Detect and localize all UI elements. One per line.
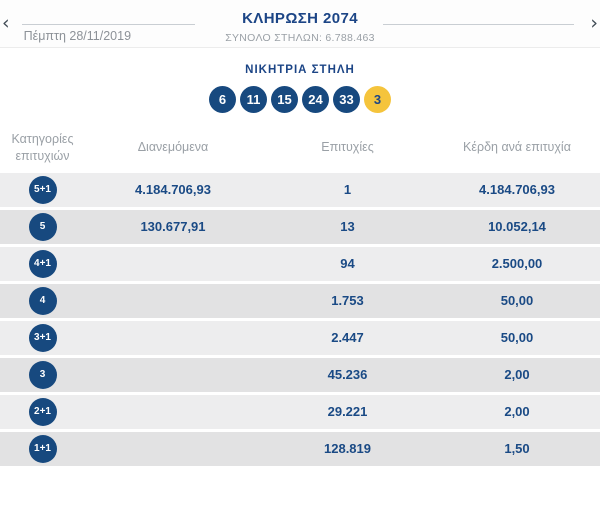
table-row: 3 45.236 2,00 — [0, 357, 600, 392]
winning-number: 11 — [240, 86, 267, 113]
winners-value: 2.447 — [331, 330, 364, 346]
category-badge: 2+1 — [28, 397, 57, 426]
winning-number: 15 — [271, 86, 298, 113]
winners-value: 1.753 — [331, 293, 364, 309]
winners-value: 13 — [340, 219, 355, 235]
table-row: 5 130.677,91 13 10.052,14 — [0, 209, 600, 244]
prize-value: 2,00 — [504, 404, 530, 420]
category-badge: 4 — [28, 286, 57, 315]
prev-draw-block: Πέμπτη 28/11/2019 — [14, 12, 226, 43]
table-body: 5+1 4.184.706,93 1 4.184.706,93 5 130.67… — [0, 172, 600, 466]
draw-title-block: ΚΛΗΡΩΣΗ 2074 ΣΥΝΟΛΟ ΣΤΗΛΩΝ: 6.788.463 — [225, 8, 375, 44]
winners-value: 45.236 — [327, 367, 368, 383]
category-badge: 3 — [28, 360, 57, 389]
winners-value: 29.221 — [327, 404, 368, 420]
table-row: 4 1.753 50,00 — [0, 283, 600, 318]
prize-tier-table: Κατηγορίες επιτυχιών Διανεμόμενα Επιτυχί… — [0, 127, 600, 466]
prize-value: 50,00 — [500, 293, 534, 309]
header-categories: Κατηγορίες επιτυχιών — [11, 132, 74, 163]
winning-numbers: 6 11 15 24 33 3 — [0, 86, 600, 113]
table-row: 3+1 2.447 50,00 — [0, 320, 600, 355]
prize-value: 4.184.706,93 — [479, 182, 555, 198]
prize-value: 1,50 — [504, 441, 530, 457]
table-row: 1+1 128.819 1,50 — [0, 431, 600, 466]
next-draw-divider — [382, 24, 575, 25]
winning-number: 33 — [333, 86, 360, 113]
prize-value: 2.500,00 — [491, 256, 543, 272]
table-row: 5+1 4.184.706,93 1 4.184.706,93 — [0, 172, 600, 207]
prize-value: 50,00 — [500, 330, 534, 346]
distributed-value: 130.677,91 — [140, 219, 206, 235]
header-prize: Κέρδη ανά επιτυχία — [463, 140, 571, 155]
winning-column-label: ΝΙΚΗΤΡΙΑ ΣΤΗΛΗ — [245, 64, 355, 76]
category-badge: 5 — [28, 212, 57, 241]
header-winners: Επιτυχίες — [321, 140, 374, 155]
next-draw-block — [375, 12, 587, 25]
category-badge: 5+1 — [28, 175, 57, 204]
winning-column-section: ΝΙΚΗΤΡΙΑ ΣΤΗΛΗ 6 11 15 24 33 3 — [0, 48, 600, 113]
next-draw-area: › — [375, 8, 600, 33]
table-row: 4+1 94 2.500,00 — [0, 246, 600, 281]
winners-value: 1 — [343, 182, 352, 198]
header-distributed: Διανεμόμενα — [137, 140, 209, 155]
prev-draw-divider — [21, 24, 196, 25]
prev-draw-area: ‹ Πέμπτη 28/11/2019 — [0, 8, 225, 43]
joker-number: 3 — [364, 86, 391, 113]
category-badge: 1+1 — [28, 434, 57, 463]
winning-number: 24 — [302, 86, 329, 113]
category-badge: 4+1 — [28, 249, 57, 278]
winners-value: 128.819 — [324, 441, 371, 457]
prize-value: 2,00 — [504, 367, 530, 383]
winning-number: 6 — [209, 86, 236, 113]
table-row: 2+1 29.221 2,00 — [0, 394, 600, 429]
total-columns-label: ΣΥΝΟΛΟ ΣΤΗΛΩΝ: 6.788.463 — [225, 32, 375, 44]
draw-header: ‹ Πέμπτη 28/11/2019 ΚΛΗΡΩΣΗ 2074 ΣΥΝΟΛΟ … — [0, 0, 600, 48]
draw-date: Πέμπτη 28/11/2019 — [23, 29, 132, 43]
distributed-value: 4.184.706,93 — [135, 182, 211, 198]
next-draw-button[interactable]: › — [586, 8, 600, 33]
draw-title: ΚΛΗΡΩΣΗ 2074 — [242, 10, 358, 27]
winners-value: 94 — [340, 256, 355, 272]
prize-value: 10.052,14 — [488, 219, 546, 235]
category-badge: 3+1 — [28, 323, 57, 352]
table-header-row: Κατηγορίες επιτυχιών Διανεμόμενα Επιτυχί… — [0, 127, 600, 173]
prev-draw-button[interactable]: ‹ — [0, 8, 14, 33]
